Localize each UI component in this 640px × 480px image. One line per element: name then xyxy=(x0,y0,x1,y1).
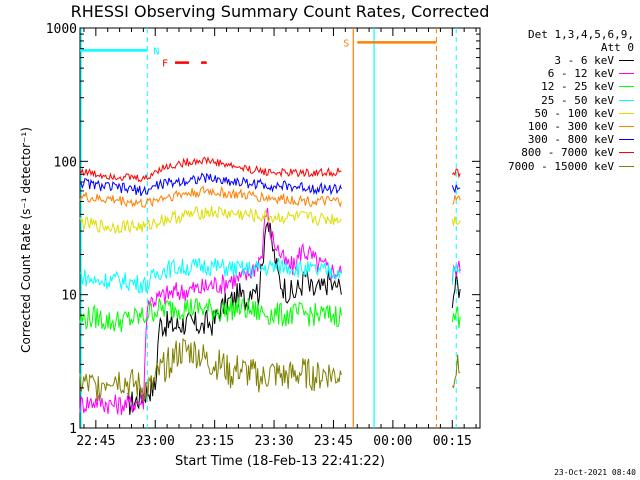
y-axis-label: Corrected Count Rate (s⁻¹ detector⁻¹) xyxy=(19,127,33,353)
chart-legend: Det 1,3,4,5,6,9, Att 0 3 - 6 keV 6 - 12 k… xyxy=(474,28,634,173)
legend-entry: 800 - 7000 keV xyxy=(474,146,634,159)
legend-swatch xyxy=(619,126,634,127)
legend-label: 100 - 300 keV xyxy=(528,120,614,133)
legend-header-2: Att 0 xyxy=(474,41,634,54)
annotation-label: N xyxy=(153,46,159,57)
x-tick-label: 22:45 xyxy=(76,434,115,449)
x-tick-label: 00:15 xyxy=(433,434,472,449)
legend-entry: 7000 - 15000 keV xyxy=(474,160,634,173)
legend-label: 6 - 12 keV xyxy=(548,67,614,80)
annotation-label: S xyxy=(343,38,349,49)
x-tick-label: 23:15 xyxy=(195,434,234,449)
legend-entries: 3 - 6 keV 6 - 12 keV 12 - 25 keV 25 - 50 ke… xyxy=(474,54,634,173)
legend-swatch xyxy=(619,100,634,101)
legend-label: 50 - 100 keV xyxy=(535,107,614,120)
x-tick-label: 23:30 xyxy=(254,434,293,449)
legend-swatch xyxy=(619,152,634,153)
legend-label: 300 - 800 keV xyxy=(528,133,614,146)
x-tick-label: 23:45 xyxy=(314,434,353,449)
legend-label: 800 - 7000 keV xyxy=(521,146,614,159)
x-axis-label: Start Time (18-Feb-13 22:41:22) xyxy=(80,454,480,469)
series-line xyxy=(80,208,341,415)
legend-entry: 3 - 6 keV xyxy=(474,54,634,67)
legend-entry: 12 - 25 keV xyxy=(474,80,634,93)
timestamp: 23-Oct-2021 08:40 xyxy=(554,468,636,477)
legend-entry: 6 - 12 keV xyxy=(474,67,634,80)
x-tick-label: 23:00 xyxy=(136,434,175,449)
series-line xyxy=(80,206,341,233)
annotation-label: F xyxy=(162,59,168,70)
legend-label: 12 - 25 keV xyxy=(541,80,614,93)
legend-label: 7000 - 15000 keV xyxy=(508,160,614,173)
legend-header-1: Det 1,3,4,5,6,9, xyxy=(474,28,634,41)
series-line xyxy=(80,339,341,401)
y-tick-label: 1000 xyxy=(46,22,77,37)
y-tick-label: 10 xyxy=(61,289,77,304)
legend-entry: 100 - 300 keV xyxy=(474,120,634,133)
legend-swatch xyxy=(619,73,634,74)
legend-label: 3 - 6 keV xyxy=(554,54,614,67)
legend-entry: 50 - 100 keV xyxy=(474,107,634,120)
legend-swatch xyxy=(619,60,634,61)
legend-swatch xyxy=(619,166,634,167)
legend-entry: 300 - 800 keV xyxy=(474,133,634,146)
legend-label: 25 - 50 keV xyxy=(541,94,614,107)
x-tick-label: 00:00 xyxy=(373,434,412,449)
series-line xyxy=(80,187,341,208)
legend-swatch xyxy=(619,139,634,140)
legend-swatch xyxy=(619,86,634,87)
y-tick-label: 100 xyxy=(54,155,77,170)
legend-entry: 25 - 50 keV xyxy=(474,94,634,107)
legend-swatch xyxy=(619,113,634,114)
